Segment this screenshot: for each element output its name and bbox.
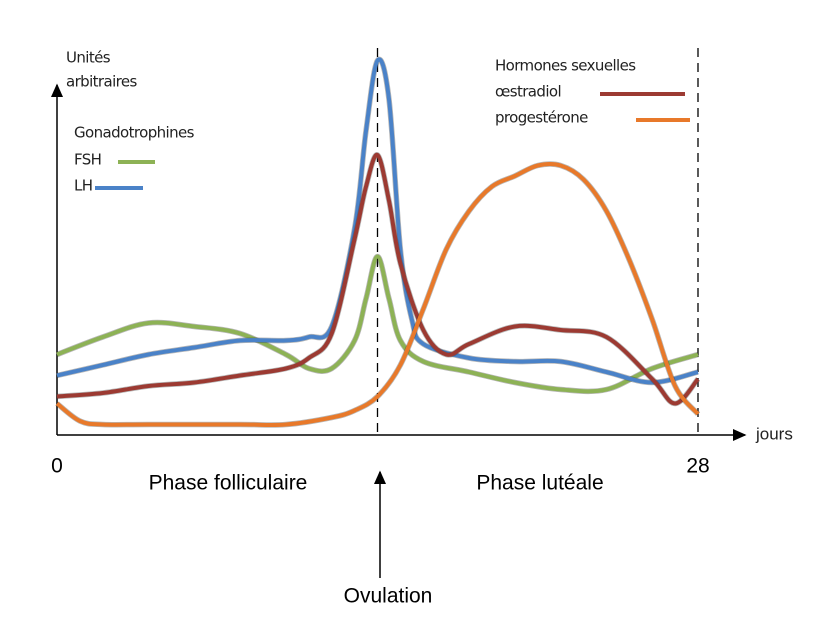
y-label: arbitraires — [66, 73, 138, 91]
line-series — [56, 57, 699, 385]
line-series — [55, 161, 700, 428]
annotation: Ovulation — [344, 585, 433, 608]
legend-label: FSH — [74, 151, 101, 169]
x-label: jours — [755, 424, 793, 443]
legend-label: œstradiol — [495, 83, 561, 101]
line-series — [56, 152, 700, 406]
y-label: Unités — [66, 49, 111, 67]
legend-title: Hormones sexuelles — [495, 57, 636, 75]
legend-title: Gonadotrophines — [74, 124, 195, 142]
annotation: Phase lutéale — [476, 472, 603, 495]
legend-label: progestérone — [495, 109, 588, 127]
annotation: Phase folliculaire — [149, 472, 308, 495]
legend-label: LH — [74, 177, 92, 195]
x-tick-label: 0 — [51, 455, 63, 478]
x-tick-label: 28 — [686, 455, 709, 478]
line-series — [56, 254, 699, 394]
